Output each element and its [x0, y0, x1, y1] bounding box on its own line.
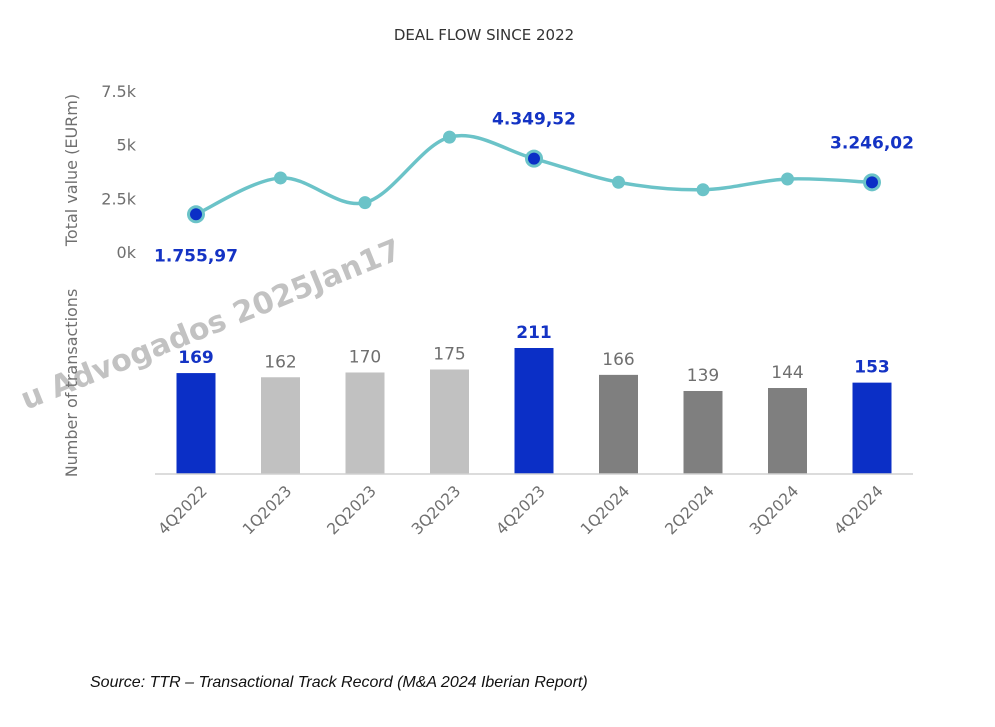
y-tick-label: 2.5k: [101, 189, 136, 208]
y-tick-label: 5k: [117, 136, 137, 155]
value-line: [194, 134, 874, 217]
bar: [599, 374, 638, 474]
line-data-label: 3.246,02: [830, 133, 914, 153]
x-tick-label: 4Q2023: [493, 482, 549, 538]
bar: [345, 372, 385, 474]
x-tick-label: 4Q2024: [831, 482, 887, 538]
line-marker: [781, 172, 794, 186]
bar: [768, 388, 807, 474]
bar: [430, 369, 469, 474]
x-axis-tick-labels: 4Q2022 1Q2023 2Q2023 3Q2023 4Q2023 1Q2024 2Q20…: [155, 482, 887, 538]
x-tick-label: 2Q2023: [324, 482, 380, 538]
bar: [852, 382, 892, 474]
bar-data-label: 211: [516, 323, 552, 343]
bar: [176, 373, 216, 474]
bar: [514, 348, 554, 474]
x-tick-label: 3Q2023: [408, 482, 464, 538]
bar-data-label: 175: [433, 344, 465, 364]
x-tick-label: 2Q2024: [662, 482, 718, 538]
y-tick-label: 0k: [117, 243, 137, 262]
x-tick-label: 3Q2024: [746, 482, 802, 538]
bar-data-label: 144: [771, 363, 803, 383]
line-marker: [358, 196, 372, 210]
bar-data-label: 170: [349, 347, 381, 367]
chart-title: DEAL FLOW SINCE 2022: [394, 26, 574, 44]
line-y-axis-ticks: 0k 2.5k 5k 7.5k: [101, 82, 136, 262]
highlight-marker: [866, 176, 878, 189]
y-tick-label: 7.5k: [101, 82, 136, 101]
bar-data-label: 162: [264, 352, 296, 372]
x-tick-label: 1Q2023: [239, 482, 295, 538]
bar-data-label: 166: [602, 350, 634, 370]
highlight-marker: [528, 152, 540, 165]
source-note: Source: TTR – Transactional Track Record…: [90, 674, 588, 691]
highlight-marker: [190, 208, 202, 221]
line-data-label: 1.755,97: [154, 246, 238, 266]
bar-y-axis-label: Number of transactions: [62, 289, 81, 478]
line-y-axis-label: Total value (EURm): [62, 94, 81, 247]
line-data-label: 4.349,52: [492, 110, 576, 130]
bar-data-label: 169: [178, 348, 214, 368]
line-markers: [187, 130, 881, 224]
bar-data-label: 153: [854, 358, 890, 378]
line-data-labels: 1.755,97 4.349,52 3.246,02: [154, 110, 914, 267]
line-marker: [612, 175, 625, 189]
line-marker: [696, 183, 710, 197]
bar: [261, 377, 300, 474]
line-marker: [274, 171, 287, 185]
line-marker: [443, 130, 456, 144]
bar: [683, 390, 723, 474]
x-tick-label: 4Q2022: [155, 482, 211, 538]
bar-data-labels: 169 162 170 175 211 166 139 144 153: [178, 323, 890, 386]
x-tick-label: 1Q2024: [577, 482, 633, 538]
bar-series: [176, 348, 892, 474]
bar-data-label: 139: [687, 366, 719, 386]
